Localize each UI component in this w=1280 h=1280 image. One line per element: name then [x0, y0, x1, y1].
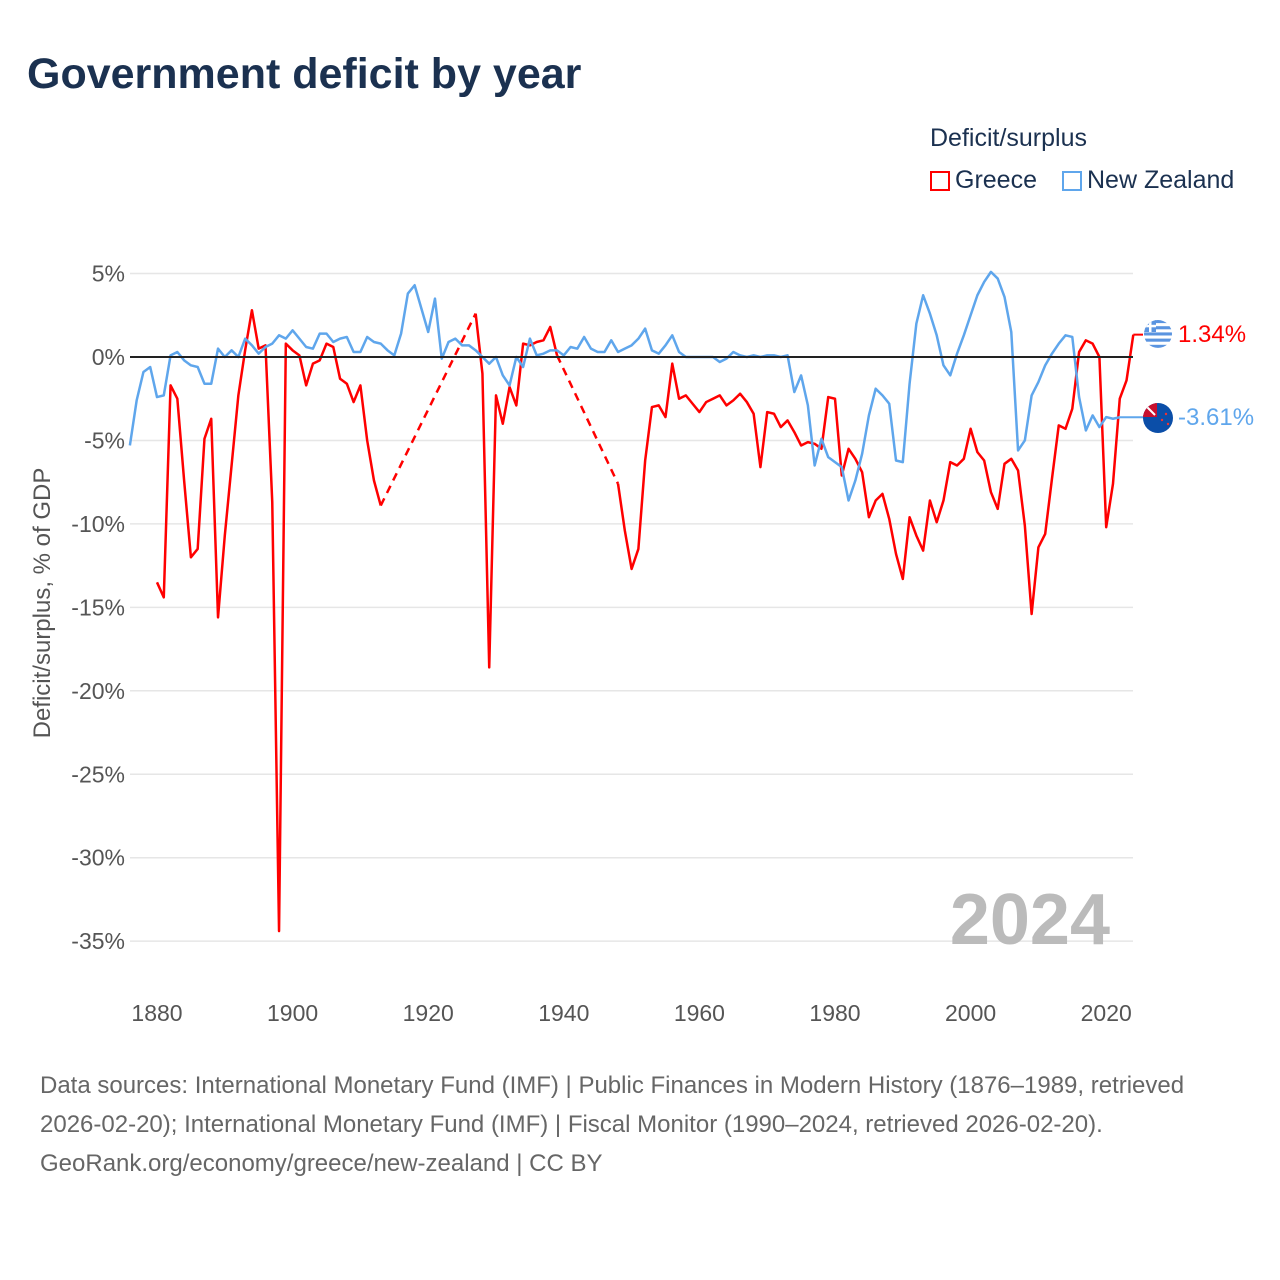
y-tick-label: -15%	[71, 594, 125, 620]
x-tick-label: 1980	[809, 1000, 860, 1026]
x-tick-label: 2020	[1081, 1000, 1132, 1026]
y-tick-label: 0%	[92, 344, 125, 370]
chart-title: Government deficit by year	[27, 50, 582, 98]
legend-item-greece[interactable]: Greece	[930, 166, 1037, 195]
y-tick-label: -20%	[71, 678, 125, 704]
current-year-label: 2024	[950, 880, 1110, 960]
legend-item-new-zealand[interactable]: New Zealand	[1062, 166, 1234, 195]
y-tick-label: -10%	[71, 511, 125, 537]
x-tick-label: 1940	[538, 1000, 589, 1026]
greece-gap-line	[555, 354, 620, 485]
legend-label-new-zealand: New Zealand	[1087, 166, 1235, 194]
x-tick-label: 1960	[674, 1000, 725, 1026]
credit-link[interactable]: GeoRank.org/economy/greece/new-zealand |…	[40, 1150, 603, 1177]
y-axis-label: Deficit/surplus, % of GDP	[29, 468, 56, 739]
legend-swatch-new-zealand	[1062, 170, 1082, 191]
y-tick-label: -25%	[71, 761, 125, 787]
data-sources: Data sources: International Monetary Fun…	[40, 1072, 1185, 1138]
x-tick-label: 1920	[403, 1000, 454, 1026]
x-tick-label: 1900	[267, 1000, 318, 1026]
greece-end-label: 1.34%	[1178, 321, 1246, 348]
x-tick-label: 1880	[131, 1000, 182, 1026]
legend-title: Deficit/surplus	[930, 124, 1087, 152]
new-zealand-flag-icon	[1143, 403, 1173, 433]
legend-swatch-greece	[930, 170, 950, 191]
y-tick-label: -35%	[71, 928, 125, 954]
greece-series-line	[155, 309, 1135, 933]
x-tick-label: 2000	[945, 1000, 996, 1026]
footer: Data sources: International Monetary Fun…	[40, 1066, 1240, 1183]
y-tick-label: 5%	[92, 261, 125, 287]
greece-flag-icon	[1144, 320, 1172, 348]
new-zealand-end-label: -3.61%	[1178, 404, 1254, 431]
new-zealand-series-line	[128, 270, 1121, 502]
y-tick-label: -30%	[71, 845, 125, 871]
legend-label-greece: Greece	[955, 166, 1037, 194]
greece-gap-line	[379, 313, 477, 507]
y-tick-label: -5%	[84, 427, 125, 453]
